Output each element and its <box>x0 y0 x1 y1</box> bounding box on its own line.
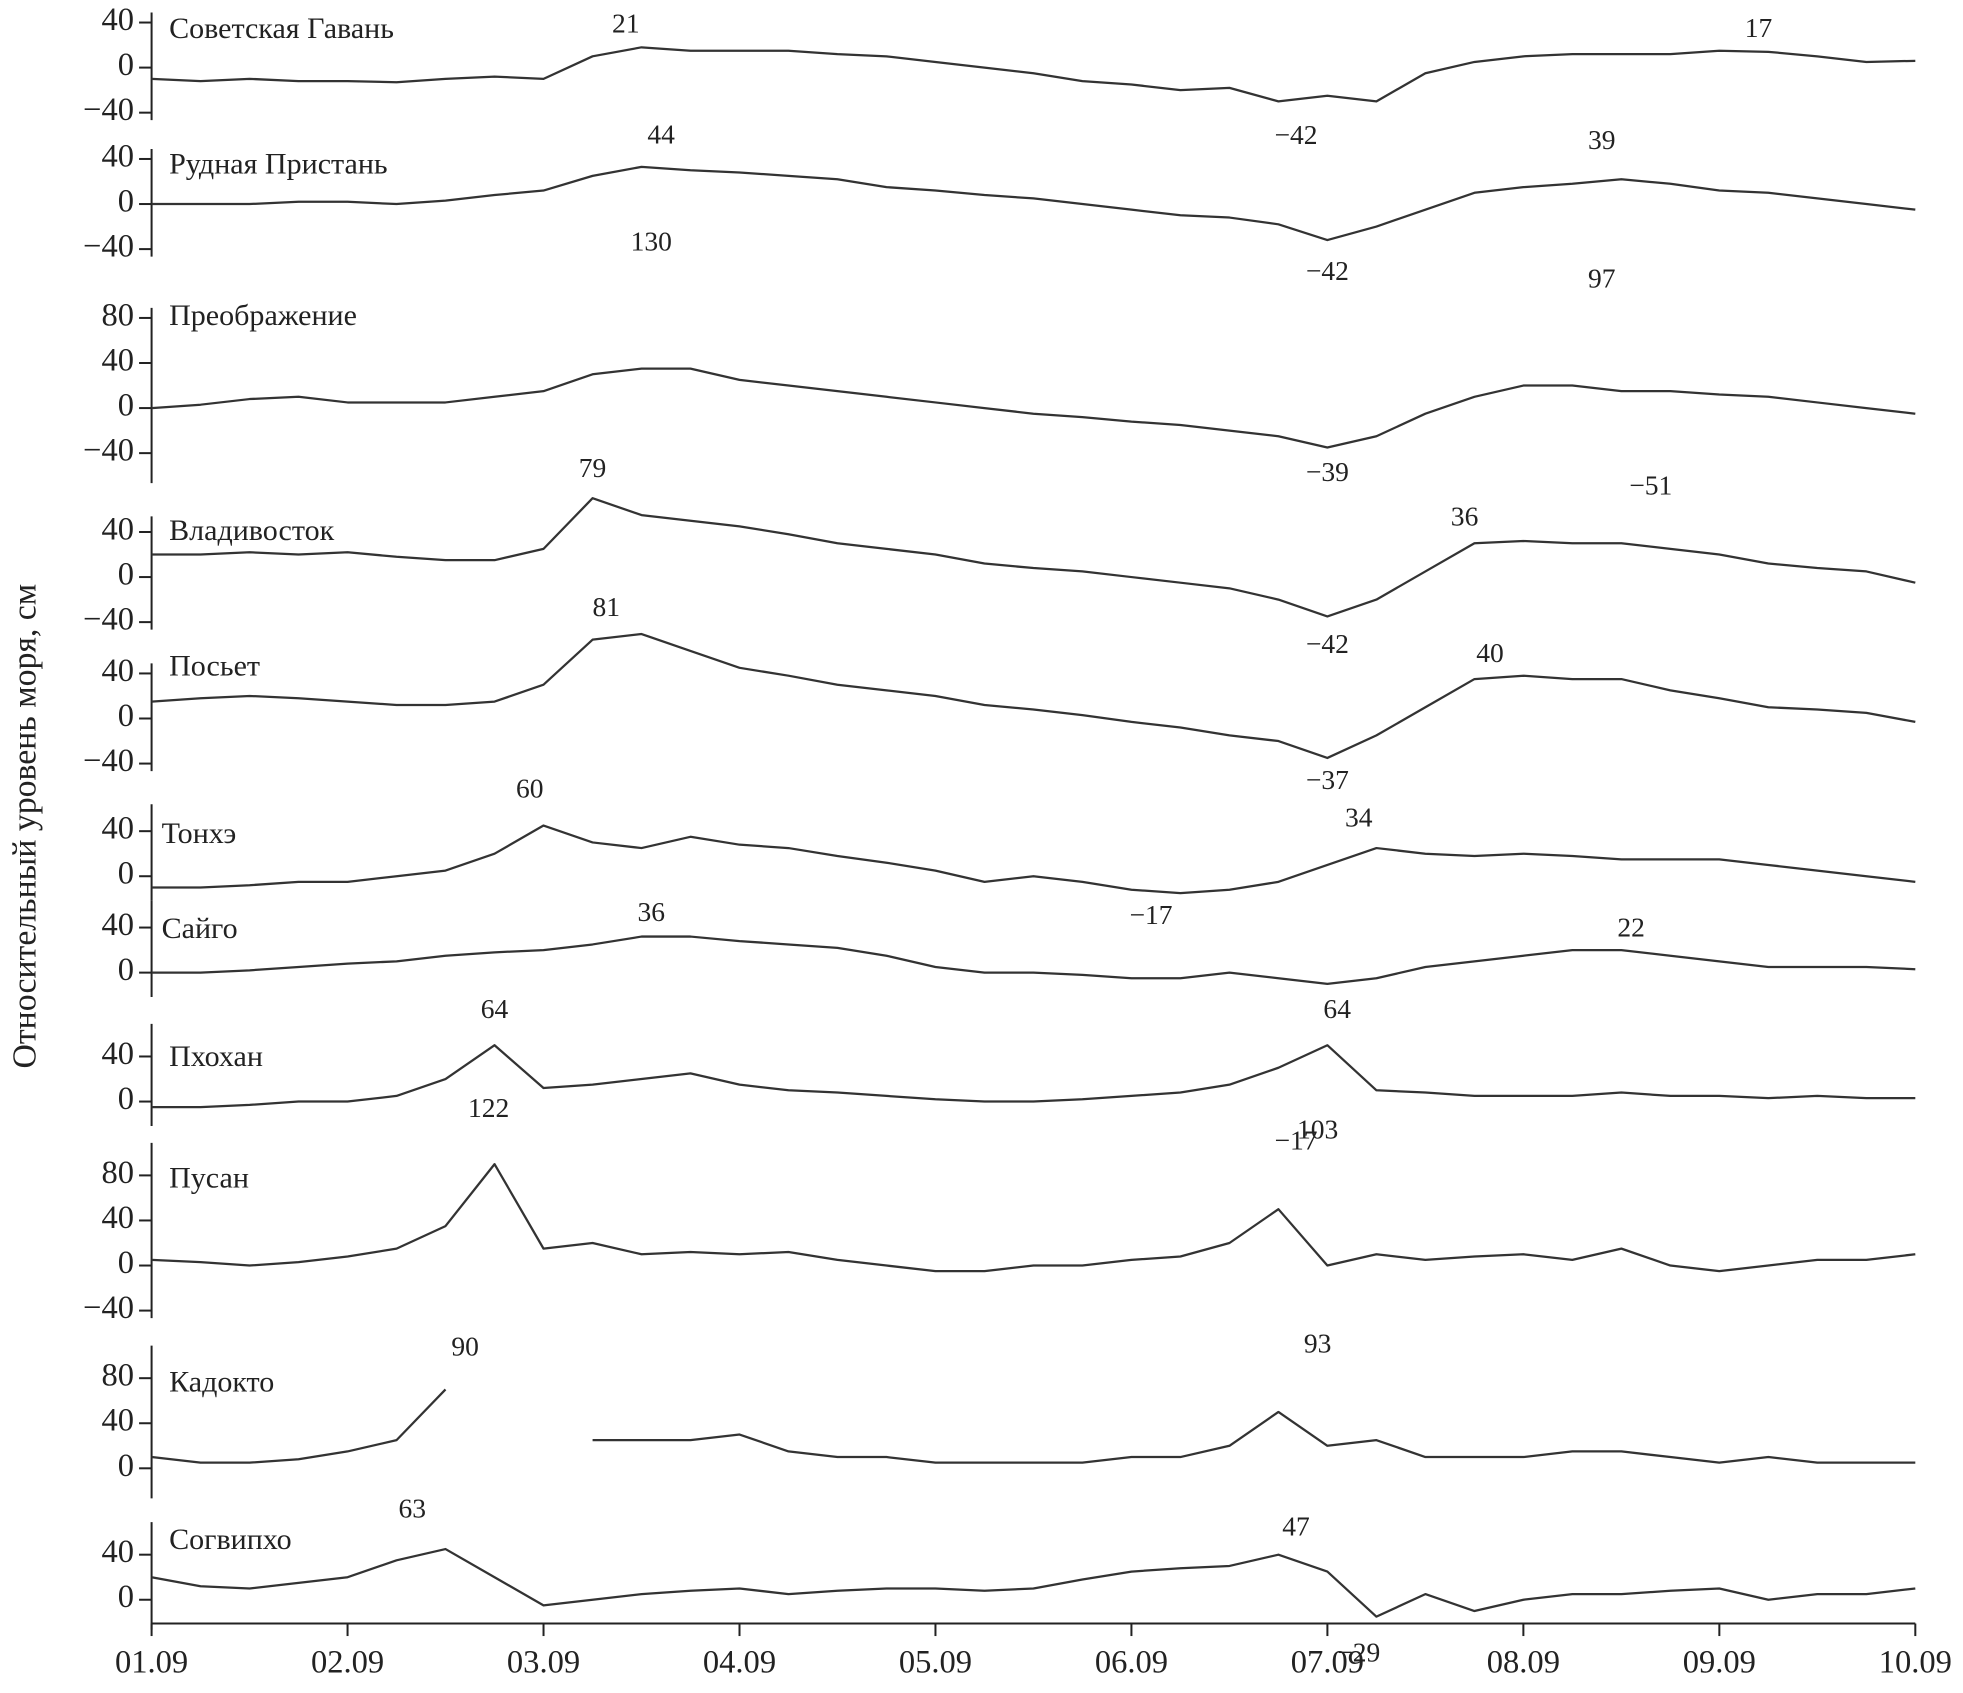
peak-label: 63 <box>398 1493 426 1524</box>
y-tick-label: −40 <box>83 743 134 779</box>
y-axis-label: Относительный уровень моря, см <box>6 584 43 1069</box>
sea-level-line <box>151 935 1916 986</box>
y-tick-label: 40 <box>102 511 135 547</box>
y-tick-label: 0 <box>118 856 134 892</box>
peak-label: −17 <box>1275 1125 1318 1156</box>
peak-label: 17 <box>1745 12 1773 43</box>
peak-label: −42 <box>1275 119 1318 150</box>
peak-label: −37 <box>1306 764 1349 795</box>
y-tick-label: −40 <box>83 1290 134 1326</box>
sea-level-line <box>151 497 1916 618</box>
peak-label: 97 <box>1588 263 1616 294</box>
y-tick-label: −40 <box>83 433 134 469</box>
station-name: Тонхэ <box>162 817 237 850</box>
y-tick-label: 40 <box>102 1200 135 1236</box>
peak-label: 64 <box>1323 993 1351 1024</box>
sea-level-line <box>151 824 1916 895</box>
peak-label: 64 <box>481 993 509 1024</box>
peak-label: 130 <box>631 225 672 256</box>
sea-level-line <box>151 1163 1916 1273</box>
x-tick-label: 03.09 <box>507 1644 580 1680</box>
peak-label: 39 <box>1588 124 1616 155</box>
x-tick-label: 09.09 <box>1683 1644 1756 1680</box>
y-tick-label: 40 <box>102 1534 135 1570</box>
peak-label: 36 <box>638 896 666 927</box>
station-name: Владивосток <box>169 514 335 547</box>
y-tick-label: 80 <box>102 1155 135 1191</box>
sea-level-line <box>151 46 1916 103</box>
station-name: Преображение <box>169 299 357 332</box>
peak-label: 79 <box>579 452 607 483</box>
peak-label: 60 <box>516 772 544 803</box>
sea-level-line <box>151 165 1916 242</box>
y-tick-label: 40 <box>102 811 135 847</box>
peak-label: −29 <box>1337 1636 1380 1667</box>
station-name: Советская Гавань <box>169 12 394 45</box>
y-tick-label: 0 <box>118 1245 134 1281</box>
y-tick-label: 40 <box>102 1403 135 1439</box>
y-tick-label: 0 <box>118 698 134 734</box>
peak-label: 90 <box>451 1331 479 1362</box>
x-tick-label: 01.09 <box>115 1644 188 1680</box>
x-tick-label: 08.09 <box>1487 1644 1560 1680</box>
y-tick-label: 80 <box>102 297 135 333</box>
peak-label: −39 <box>1306 456 1349 487</box>
y-tick-label: 0 <box>118 47 134 83</box>
station-name: Рудная Пристань <box>169 147 388 180</box>
y-tick-label: 0 <box>118 1448 134 1484</box>
sea-level-line <box>151 1547 1916 1618</box>
x-tick-label: 07.09 <box>1291 1644 1364 1680</box>
y-tick-label: −40 <box>83 602 134 638</box>
y-tick-label: 40 <box>102 2 135 38</box>
peak-label: −42 <box>1306 255 1349 286</box>
station-name: Согвипхо <box>169 1523 292 1556</box>
y-tick-label: 80 <box>102 1358 135 1394</box>
sea-level-line <box>151 632 1916 760</box>
peak-label: 47 <box>1282 1511 1310 1542</box>
y-tick-label: −40 <box>83 92 134 128</box>
station-name: Пусан <box>169 1161 249 1194</box>
peak-label: 34 <box>1345 802 1373 833</box>
peak-label: −42 <box>1306 628 1349 659</box>
y-tick-label: 40 <box>102 342 135 378</box>
peak-label: 93 <box>1304 1327 1332 1358</box>
y-tick-label: 0 <box>118 952 134 988</box>
sea-level-line <box>151 1388 1916 1464</box>
y-tick-label: −40 <box>83 229 134 265</box>
peak-label: 36 <box>1451 500 1479 531</box>
y-tick-label: 0 <box>118 184 134 220</box>
peak-label: 40 <box>1476 637 1504 668</box>
station-name: Пхохан <box>169 1040 263 1073</box>
y-tick-label: 40 <box>102 653 135 689</box>
station-name: Посьет <box>169 649 260 682</box>
sea-level-line <box>151 1044 1916 1109</box>
peak-label: −17 <box>1130 899 1173 930</box>
x-tick-label: 05.09 <box>899 1644 972 1680</box>
station-name: Сайго <box>162 912 238 945</box>
peak-label: 22 <box>1617 912 1645 943</box>
peak-label: 81 <box>592 591 620 622</box>
peak-label: −51 <box>1629 469 1672 500</box>
y-tick-label: 0 <box>118 557 134 593</box>
y-tick-label: 0 <box>118 388 134 424</box>
x-tick-label: 04.09 <box>703 1644 776 1680</box>
y-tick-label: 0 <box>118 1081 134 1117</box>
station-name: Кадокто <box>169 1365 274 1398</box>
x-tick-label: 10.09 <box>1879 1644 1952 1680</box>
peak-label: 122 <box>468 1092 509 1123</box>
y-tick-label: 40 <box>102 907 135 943</box>
peak-label: 103 <box>1297 1113 1338 1144</box>
y-tick-label: 0 <box>118 1579 134 1615</box>
sea-level-line <box>151 367 1916 449</box>
y-tick-label: 40 <box>102 138 135 174</box>
y-tick-label: 40 <box>102 1036 135 1072</box>
peak-label: 44 <box>647 118 675 149</box>
x-tick-label: 02.09 <box>311 1644 384 1680</box>
peak-label: 21 <box>612 8 640 39</box>
x-tick-label: 06.09 <box>1095 1644 1168 1680</box>
